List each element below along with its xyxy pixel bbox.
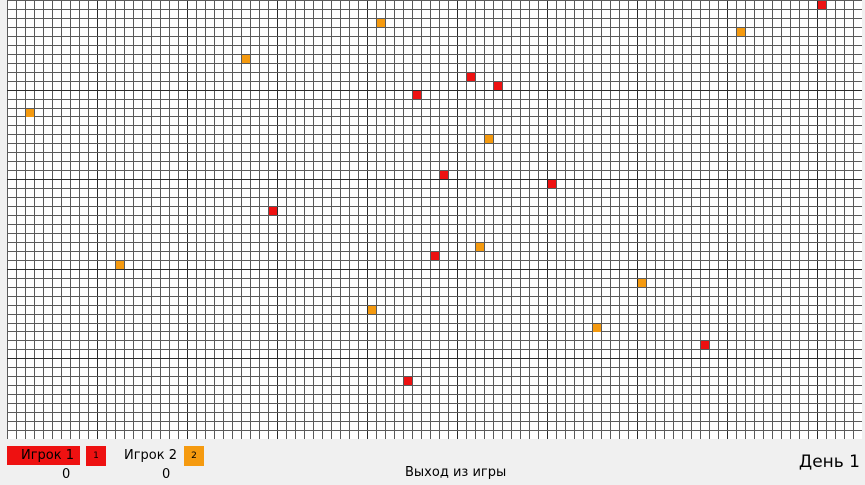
game-board[interactable] bbox=[7, 0, 862, 439]
grid-lines bbox=[7, 0, 862, 439]
player-1-cell[interactable] bbox=[494, 82, 502, 90]
player-1-label: Игрок 1 bbox=[7, 446, 80, 465]
game-grid[interactable] bbox=[7, 0, 862, 439]
player-1-score: 0 bbox=[62, 467, 71, 482]
player-2-cell[interactable] bbox=[116, 261, 124, 269]
player-1-cell[interactable] bbox=[269, 207, 277, 215]
player-1-cell[interactable] bbox=[467, 73, 475, 81]
day-counter: День 1 bbox=[798, 452, 860, 472]
player-1-cell[interactable] bbox=[431, 252, 439, 260]
player-1-cell[interactable] bbox=[440, 171, 448, 179]
player-2-cell[interactable] bbox=[638, 279, 646, 287]
player-2-cell[interactable] bbox=[593, 324, 601, 332]
player-2-cell[interactable] bbox=[476, 243, 484, 251]
player-2-cell[interactable] bbox=[368, 306, 376, 314]
player-2-cell[interactable] bbox=[242, 55, 250, 63]
player-1-cell[interactable] bbox=[404, 377, 412, 385]
board-background bbox=[7, 0, 862, 439]
player-1-badge: 1 bbox=[86, 446, 106, 466]
player-2-score: 0 bbox=[162, 467, 171, 482]
player-2-cell[interactable] bbox=[485, 135, 493, 143]
player-1-cell[interactable] bbox=[818, 1, 826, 9]
exit-game-button[interactable]: Выход из игры bbox=[405, 465, 507, 480]
player-2-cell[interactable] bbox=[377, 19, 385, 27]
player-2-label: Игрок 2 bbox=[123, 448, 177, 463]
player-2-cell[interactable] bbox=[26, 109, 34, 117]
player-1-cell[interactable] bbox=[548, 180, 556, 188]
player-2-badge: 2 bbox=[184, 446, 204, 466]
player-2-cell[interactable] bbox=[737, 28, 745, 36]
player-1-cell[interactable] bbox=[701, 341, 709, 349]
player-1-cell[interactable] bbox=[413, 91, 421, 99]
